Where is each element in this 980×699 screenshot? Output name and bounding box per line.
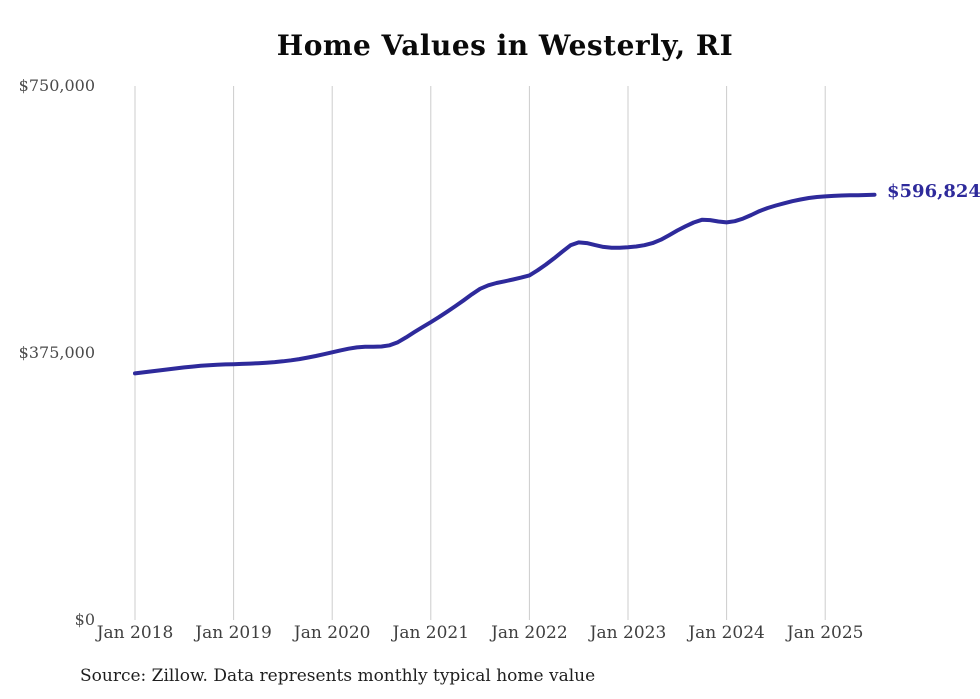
- chart-title: Home Values in Westerly, RI: [276, 29, 734, 62]
- y-tick-label: $750,000: [18, 75, 95, 95]
- x-tick-label: Jan 2023: [589, 623, 667, 643]
- x-tick-label: Jan 2018: [96, 623, 174, 643]
- x-tick-label: Jan 2019: [195, 623, 272, 643]
- x-tick-label: Jan 2024: [688, 623, 765, 643]
- x-tick-label: Jan 2020: [293, 623, 371, 643]
- gridlines: [134, 86, 826, 620]
- x-tick-label: Jan 2022: [491, 623, 568, 643]
- home-value-line: [133, 192, 877, 376]
- x-tick-label: Jan 2025: [786, 623, 864, 643]
- y-tick-label: $375,000: [18, 342, 95, 362]
- y-tick-label: $0: [74, 610, 95, 629]
- x-tick-label: Jan 2021: [392, 623, 470, 643]
- source-note: Source: Zillow. Data represents monthly …: [80, 666, 596, 686]
- series-end-value-label: $596,824: [887, 181, 980, 202]
